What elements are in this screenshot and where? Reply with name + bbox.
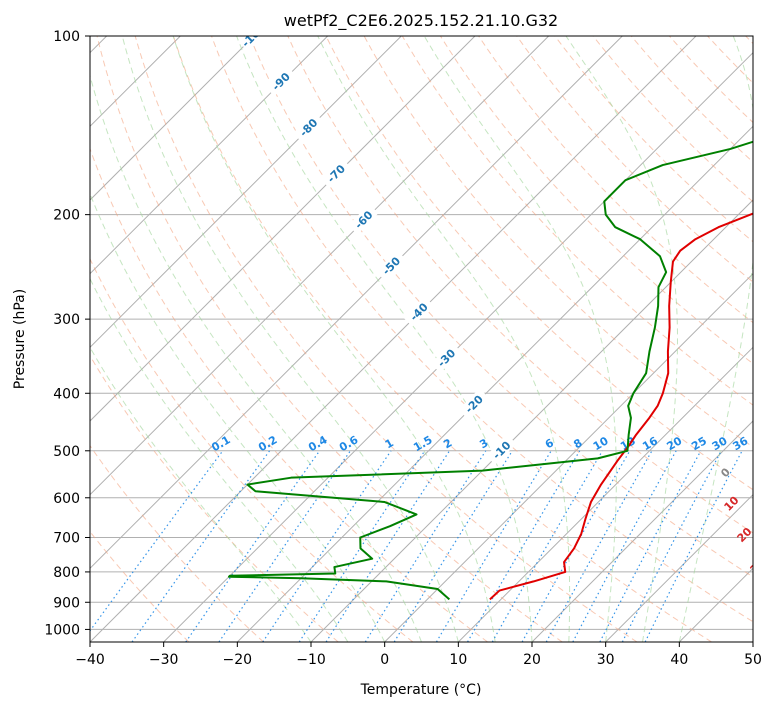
mixing-ratio-line: [325, 450, 451, 642]
isotherm-label-bg: [403, 296, 434, 327]
moist-adiabat-line: [90, 73, 422, 642]
dry-adiabat-line: [325, 36, 753, 491]
moist-adiabat-line: [90, 277, 349, 642]
isotherm-label-bg: [292, 111, 324, 143]
mixing-ratio-line: [466, 450, 581, 642]
x-tick-label: −30: [149, 652, 179, 668]
y-tick-label: 400: [53, 386, 80, 402]
x-axis-label: Temperature (°C): [360, 682, 482, 698]
y-tick-label: 800: [53, 565, 80, 581]
temperature-line: [489, 212, 753, 601]
isotherm-line: [90, 36, 623, 570]
background-lines: [90, 36, 753, 642]
moist-adiabat-line: [678, 36, 753, 642]
y-tick-label: 100: [53, 29, 80, 45]
dry-adiabat-line: [90, 444, 264, 642]
isotherm-line: [90, 36, 697, 642]
y-axis: 100 200 300 400 500 600 700 800 900 1000: [44, 29, 90, 638]
isotherm-line: [90, 36, 329, 275]
mixing-ratio-line: [393, 450, 513, 642]
y-tick-label: 600: [53, 491, 80, 507]
moist-adiabat-label: 30: [748, 556, 768, 576]
x-axis: −40 −30 −20 −10 0 10 20 30 40 50: [75, 642, 762, 668]
x-tick-label: −10: [296, 652, 326, 668]
y-tick-label: 300: [53, 312, 80, 328]
isotherm-line: [236, 125, 753, 642]
moist-adiabat-line: [236, 36, 533, 642]
dry-adiabat-line: [211, 36, 753, 623]
x-tick-label: 20: [523, 652, 541, 668]
isotherm-line: [90, 36, 476, 422]
isotherm-line: [531, 420, 753, 642]
dry-adiabat-line: [516, 36, 753, 283]
chart-title: wetPf2_C2E6.2025.152.21.10.G32: [284, 11, 558, 31]
x-tick-label: −20: [223, 652, 253, 668]
moist-adiabat-line: [90, 346, 312, 642]
y-tick-label: 1000: [44, 622, 80, 638]
sounding-traces: [227, 140, 753, 601]
isotherm-label-bg: [430, 342, 462, 373]
dry-adiabat-line: [134, 36, 638, 642]
moist-adiabat-line: [317, 36, 571, 642]
y-tick-label: 700: [53, 531, 80, 547]
moist-adiabat-line: [565, 36, 678, 642]
isotherm-line: [90, 36, 255, 201]
moist-adiabat-label: 20: [735, 525, 755, 545]
isotherm-line: [605, 493, 753, 642]
y-tick-label: 200: [53, 208, 80, 224]
mixing-ratio-line: [435, 450, 552, 642]
mixing-ratio-line: [364, 450, 487, 642]
isotherm-label-bg: [265, 65, 296, 97]
dry-adiabat-line: [287, 36, 753, 534]
dry-adiabat-line: [96, 36, 563, 642]
dewpoint-line: [227, 140, 753, 601]
mixing-ratio-line: [599, 450, 702, 642]
isotherm-line: [90, 36, 550, 496]
moist-adiabat-line: [172, 36, 496, 642]
x-tick-label: 50: [744, 652, 762, 668]
x-tick-label: 40: [670, 652, 688, 668]
isotherm-label-bg: [485, 434, 517, 465]
y-axis-label: Pressure (hPa): [12, 289, 28, 389]
isotherm-line: [163, 51, 753, 642]
isotherm-line: [384, 272, 753, 642]
isotherm-line: [457, 346, 753, 642]
dry-adiabat-line: [249, 36, 753, 578]
isotherm-label-bg: [237, 36, 269, 51]
dry-adiabat-line: [90, 257, 414, 642]
isotherm-label-bg: [458, 388, 489, 419]
mixing-ratio-line: [262, 450, 392, 642]
plot-frame: [89, 35, 754, 643]
x-tick-label: 30: [597, 652, 615, 668]
x-tick-label: −40: [75, 652, 105, 668]
y-tick-label: 500: [53, 444, 80, 460]
mixing-ratio-line: [572, 450, 677, 642]
x-tick-label: 10: [449, 652, 467, 668]
isotherm-label-bg: [375, 250, 407, 281]
y-tick-label: 900: [53, 595, 80, 611]
x-tick-label: 0: [380, 652, 389, 668]
mixing-ratio-line: [298, 450, 426, 642]
isotherm-label-bg: [320, 157, 351, 189]
mixing-ratio-line: [218, 450, 351, 642]
moist-adiabat-line: [121, 36, 459, 642]
moist-adiabat-line: [90, 192, 386, 642]
moist-adiabat-line: [423, 36, 617, 642]
isotherm-label-bg: [348, 204, 379, 235]
dry-adiabat-line: [172, 36, 712, 642]
